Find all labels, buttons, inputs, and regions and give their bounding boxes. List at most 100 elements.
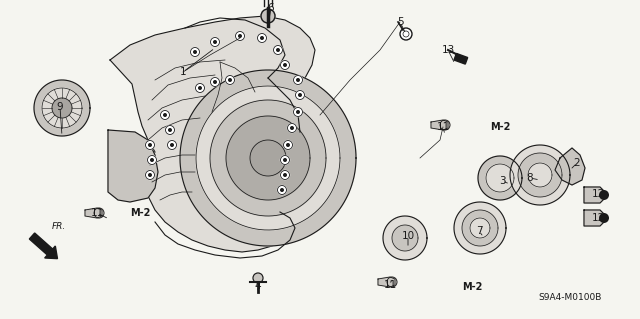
Circle shape xyxy=(261,9,275,23)
Circle shape xyxy=(280,188,284,192)
FancyArrow shape xyxy=(29,233,58,259)
Text: M-2: M-2 xyxy=(462,282,483,292)
Circle shape xyxy=(599,190,609,200)
Circle shape xyxy=(294,76,303,85)
Polygon shape xyxy=(555,148,585,185)
Circle shape xyxy=(168,140,177,150)
Text: 6: 6 xyxy=(268,3,275,13)
Polygon shape xyxy=(180,70,356,246)
Circle shape xyxy=(170,143,174,147)
Text: 5: 5 xyxy=(397,17,403,27)
Polygon shape xyxy=(454,202,506,254)
Polygon shape xyxy=(196,86,340,230)
Polygon shape xyxy=(431,120,448,130)
Polygon shape xyxy=(42,88,82,128)
Circle shape xyxy=(287,123,296,132)
Polygon shape xyxy=(52,98,72,118)
Circle shape xyxy=(238,34,242,38)
Circle shape xyxy=(280,170,289,180)
Circle shape xyxy=(283,63,287,67)
Circle shape xyxy=(198,86,202,90)
Polygon shape xyxy=(250,140,286,176)
Polygon shape xyxy=(584,210,608,226)
Text: 9: 9 xyxy=(57,102,63,112)
Text: 12: 12 xyxy=(591,189,605,199)
Circle shape xyxy=(284,140,292,150)
Polygon shape xyxy=(34,80,90,136)
Circle shape xyxy=(236,32,244,41)
Polygon shape xyxy=(510,145,570,205)
Circle shape xyxy=(296,110,300,114)
Text: 11: 11 xyxy=(436,122,450,132)
Text: 11: 11 xyxy=(90,208,104,218)
Circle shape xyxy=(228,78,232,82)
Circle shape xyxy=(283,158,287,162)
Text: 13: 13 xyxy=(442,45,454,55)
Circle shape xyxy=(213,40,217,44)
Text: 3: 3 xyxy=(499,176,506,186)
Circle shape xyxy=(191,48,200,56)
Circle shape xyxy=(440,120,450,130)
Circle shape xyxy=(280,155,289,165)
Circle shape xyxy=(211,78,220,86)
Circle shape xyxy=(166,125,175,135)
Circle shape xyxy=(273,46,282,55)
Polygon shape xyxy=(210,100,326,216)
Polygon shape xyxy=(383,216,427,260)
Circle shape xyxy=(257,33,266,42)
Polygon shape xyxy=(378,277,395,287)
Circle shape xyxy=(253,273,263,283)
Circle shape xyxy=(148,173,152,177)
Circle shape xyxy=(260,36,264,40)
Circle shape xyxy=(283,173,287,177)
Circle shape xyxy=(290,126,294,130)
Circle shape xyxy=(195,84,205,93)
Circle shape xyxy=(296,78,300,82)
Polygon shape xyxy=(110,16,318,252)
Polygon shape xyxy=(470,218,490,238)
Polygon shape xyxy=(518,153,562,197)
Circle shape xyxy=(278,186,287,195)
Polygon shape xyxy=(584,187,608,203)
Text: 7: 7 xyxy=(476,226,483,236)
Circle shape xyxy=(286,143,290,147)
Circle shape xyxy=(276,48,280,52)
Text: 2: 2 xyxy=(573,158,580,168)
Polygon shape xyxy=(462,210,498,246)
Circle shape xyxy=(211,38,220,47)
Text: S9A4-M0100B: S9A4-M0100B xyxy=(538,293,602,301)
Circle shape xyxy=(145,140,154,150)
Circle shape xyxy=(294,108,303,116)
Circle shape xyxy=(400,28,412,40)
Polygon shape xyxy=(226,116,310,200)
Text: 4: 4 xyxy=(255,281,261,291)
Text: 11: 11 xyxy=(383,280,397,290)
Circle shape xyxy=(298,93,302,97)
Circle shape xyxy=(387,277,397,287)
Circle shape xyxy=(150,158,154,162)
Circle shape xyxy=(94,208,104,218)
Circle shape xyxy=(213,80,217,84)
Text: M-2: M-2 xyxy=(130,208,150,218)
Polygon shape xyxy=(392,225,418,251)
Text: 10: 10 xyxy=(401,231,415,241)
Circle shape xyxy=(148,143,152,147)
Circle shape xyxy=(147,155,157,165)
Circle shape xyxy=(280,61,289,70)
Text: FR.: FR. xyxy=(52,222,67,231)
Circle shape xyxy=(193,50,197,54)
Circle shape xyxy=(161,110,170,120)
Polygon shape xyxy=(486,164,514,192)
Circle shape xyxy=(145,170,154,180)
Polygon shape xyxy=(85,208,102,218)
Circle shape xyxy=(168,128,172,132)
Bar xyxy=(454,53,468,64)
Polygon shape xyxy=(108,130,158,202)
Circle shape xyxy=(225,76,234,85)
Text: 12: 12 xyxy=(591,213,605,223)
Text: M-2: M-2 xyxy=(490,122,510,132)
Text: 8: 8 xyxy=(527,173,533,183)
Circle shape xyxy=(599,213,609,223)
Polygon shape xyxy=(528,163,552,187)
Circle shape xyxy=(296,91,305,100)
